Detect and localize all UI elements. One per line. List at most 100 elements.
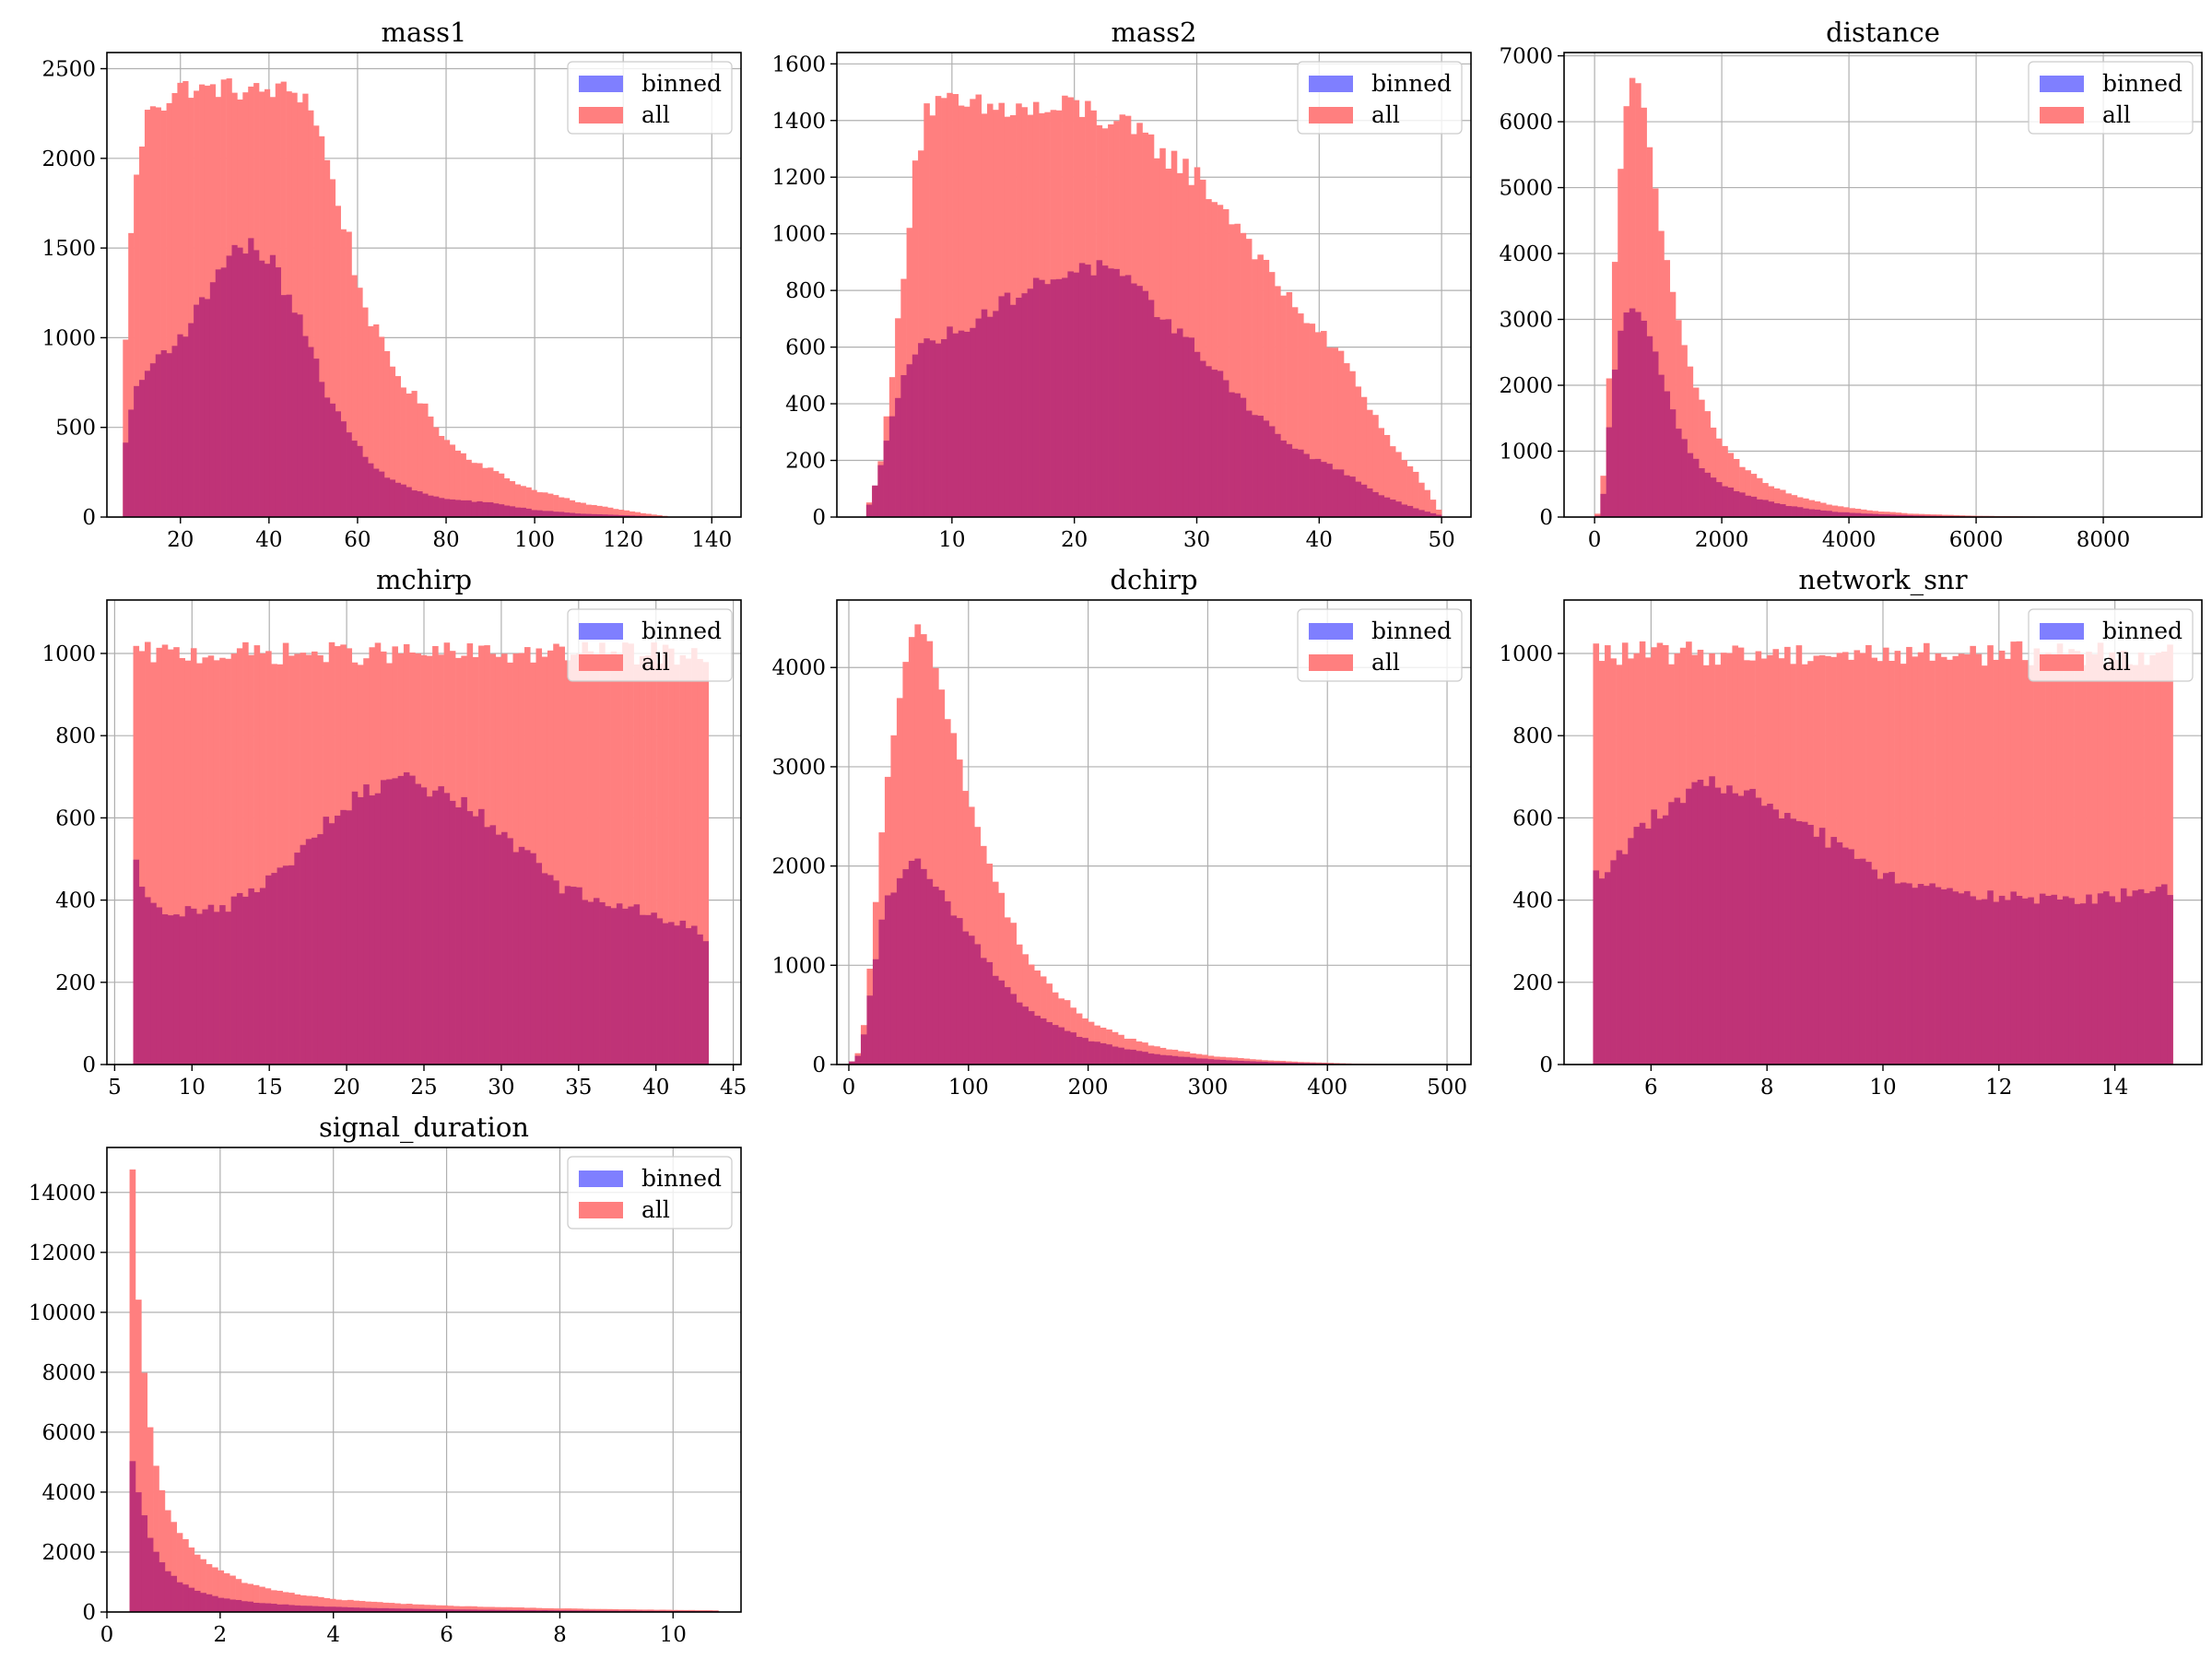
binned-bar <box>1298 449 1304 517</box>
binned-bar <box>616 903 623 1065</box>
binned-bar <box>493 503 500 517</box>
binned-bar <box>2010 891 2017 1065</box>
all-bar <box>1257 254 1264 517</box>
binned-bar <box>1263 420 1270 517</box>
all-bar <box>357 288 363 517</box>
binned-bar <box>1749 788 1756 1065</box>
all-bar <box>1780 489 1786 517</box>
all-bar <box>306 1595 312 1612</box>
binned-bar <box>328 823 335 1065</box>
binned-bar <box>947 326 953 517</box>
all-bar <box>506 1606 513 1612</box>
binned-bar <box>288 865 295 1065</box>
x-tick-label: 8000 <box>2077 528 2131 552</box>
all-bar <box>1958 653 1965 1065</box>
binned-bar <box>2063 896 2069 1065</box>
binned-bar <box>276 867 284 1065</box>
binned-bar <box>679 920 687 1065</box>
binned-bar <box>397 775 405 1065</box>
binned-bar <box>1981 899 1988 1065</box>
all-bar <box>1739 466 1746 517</box>
binned-bar <box>1656 818 1664 1065</box>
binned-bar <box>363 784 370 1065</box>
all-bar <box>1355 386 1362 517</box>
all-bar <box>912 160 919 518</box>
binned-bar <box>1795 820 1803 1065</box>
all-bar <box>230 653 238 1065</box>
x-tick-label: 40 <box>1306 528 1333 552</box>
binned-bar <box>1784 812 1791 1065</box>
x-tick-label: 10 <box>179 1076 206 1100</box>
binned-bar <box>860 1034 867 1065</box>
binned-bar <box>149 363 157 517</box>
binned-bar <box>918 343 924 517</box>
axes-frame <box>836 52 1472 518</box>
binned-bar <box>1702 785 1710 1065</box>
all-bar <box>622 642 629 1065</box>
binned-bar <box>1970 896 1976 1065</box>
binned-bar <box>1704 472 1711 517</box>
all-bar <box>135 1300 142 1612</box>
binned-bar <box>1600 493 1606 517</box>
binned-bar <box>1778 818 1785 1065</box>
binned-bar <box>308 347 314 517</box>
all-bar <box>662 644 669 1065</box>
binned-bar <box>685 928 692 1065</box>
x-tick-label: 20 <box>1061 528 1088 552</box>
all-bar <box>924 103 930 517</box>
all-bar <box>963 106 971 518</box>
binned-bar <box>212 1595 218 1612</box>
binned-bar <box>1884 514 1890 517</box>
binned-bar <box>1629 308 1636 517</box>
all-bar <box>1401 460 1407 517</box>
binned-bar <box>958 330 965 517</box>
binned-bar <box>478 808 485 1065</box>
binned-bar <box>639 914 646 1065</box>
all-bar <box>559 1608 566 1612</box>
binned-bar <box>417 491 423 517</box>
y-tick-label: 800 <box>1512 724 1553 748</box>
all-bar <box>2045 653 2052 1065</box>
all-bar <box>471 463 477 517</box>
binned-bar <box>1176 328 1183 517</box>
all-bar <box>1940 656 1947 1065</box>
subplot-mchirp: mchirp 5 10 15 20 25 30 35 40 45 0 200 400 600 800 1000… <box>41 564 747 1100</box>
binned-bar <box>512 852 520 1065</box>
binned-bar <box>129 1461 136 1612</box>
binned-bar <box>1669 409 1677 517</box>
binned-bar <box>1182 336 1189 517</box>
all-bar <box>618 1609 625 1612</box>
all-bar <box>2005 658 2011 1065</box>
all-bar <box>371 1601 378 1612</box>
binned-bar <box>500 1609 507 1612</box>
subplot-signal_duration: signal_duration 0 2 4 6 8 10 0 2000 4000 6000 8000 1… <box>29 1112 742 1647</box>
binned-bar <box>380 780 387 1065</box>
y-tick-label: 400 <box>1512 889 1553 913</box>
binned-bar <box>369 795 376 1065</box>
binned-bar <box>1906 883 1912 1065</box>
binned-bar <box>218 1597 225 1612</box>
all-bar <box>941 98 947 517</box>
binned-bar <box>1854 512 1862 517</box>
all-bar <box>536 492 543 517</box>
binned-bar <box>563 512 571 517</box>
all-bar <box>223 1573 230 1612</box>
binned-bar <box>1952 891 1959 1065</box>
binned-bar <box>509 506 516 517</box>
binned-bar <box>1044 284 1051 517</box>
binned-bar <box>269 254 276 517</box>
x-tick-label: 20 <box>167 528 194 552</box>
binned-bar <box>230 896 238 1065</box>
binned-bar <box>253 892 261 1065</box>
binned-bar <box>1598 878 1606 1065</box>
all-bar <box>138 651 146 1065</box>
all-bar <box>494 1606 501 1612</box>
all-bar <box>294 1594 301 1612</box>
legend-label-binned: binned <box>641 1165 722 1192</box>
x-tick-label: 120 <box>603 528 643 552</box>
binned-bar <box>171 1575 177 1612</box>
binned-bar <box>1993 901 2000 1065</box>
all-bar <box>616 655 623 1065</box>
binned-bar <box>426 796 433 1065</box>
binned-bar <box>912 354 919 517</box>
